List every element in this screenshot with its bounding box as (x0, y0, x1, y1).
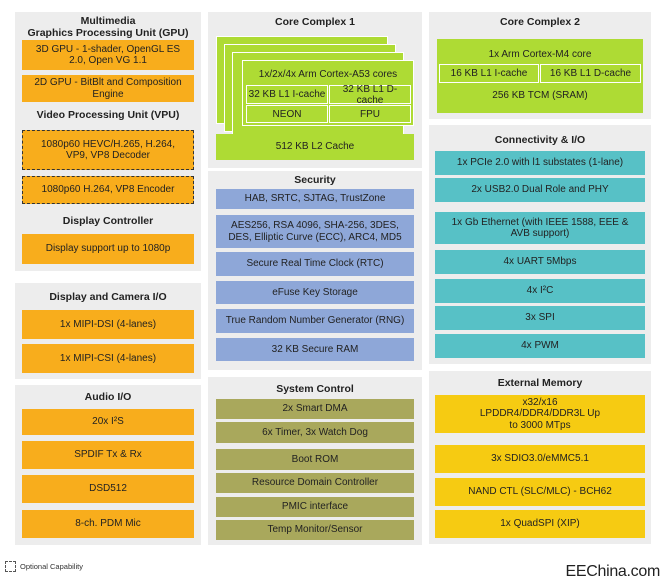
audio-panel: Audio I/O 20x I²S SPDIF Tx & Rx DSD512 8… (15, 385, 201, 545)
core-complex-2-panel: Core Complex 2 1x Arm Cortex-M4 core 16 … (429, 12, 651, 119)
secure-rtc-block: Secure Real Time Clock (RTC) (216, 252, 414, 276)
pcie-block: 1x PCIe 2.0 with l1 substates (1-lane) (435, 151, 645, 175)
gpu-2d-block: 2D GPU - BitBlt and Composition Engine (22, 75, 194, 102)
hab-block: HAB, SRTC, SJTAG, TrustZone (216, 189, 414, 209)
efuse-block: eFuse Key Storage (216, 281, 414, 304)
rng-block: True Random Number Generator (RNG) (216, 309, 414, 333)
secure-ram-block: 32 KB Secure RAM (216, 338, 414, 361)
uart-block: 4x UART 5Mbps (435, 250, 645, 274)
l1-icache-block: 32 KB L1 I-cache (246, 85, 328, 104)
l1-dcache-block: 32 KB L1 D-cache (329, 84, 411, 106)
spdif-block: SPDIF Tx & Rx (22, 441, 194, 469)
crypto-block: AES256, RSA 4096, SHA-256, 3DES, DES, El… (216, 215, 414, 248)
lpddr4-block: x32/x16 LPDDR4/DDR4/DDR3L Up to 3000 MTp… (435, 395, 645, 433)
neon-block: NEON (246, 105, 328, 123)
m4-icache-block: 16 KB L1 I-cache (439, 64, 539, 83)
pwm-block: 4x PWM (435, 334, 645, 358)
display-camera-panel: Display and Camera I/O 1x MIPI-DSI (4-la… (15, 283, 201, 379)
system-control-panel: System Control 2x Smart DMA 6x Timer, 3x… (208, 377, 422, 545)
vpu-title: Video Processing Unit (VPU) (36, 109, 180, 121)
system-control-title: System Control (276, 383, 354, 395)
vpu-encoder-block: 1080p60 H.264, VP8 Encoder (22, 176, 194, 204)
multimedia-panel: Multimedia Graphics Processing Unit (GPU… (15, 12, 201, 271)
sdio-block: 3x SDIO3.0/eMMC5.1 (435, 445, 645, 473)
multimedia-title: Multimedia Graphics Processing Unit (GPU… (27, 15, 189, 39)
security-title: Security (294, 174, 336, 186)
vpu-decoder-block: 1080p60 HEVC/H.265, H.264, VP9, VP8 Deco… (22, 130, 194, 170)
pmic-interface-block: PMIC interface (216, 497, 414, 517)
pdm-mic-block: 8-ch. PDM Mic (22, 510, 194, 538)
ethernet-block: 1x Gb Ethernet (with IEEE 1588, EEE & AV… (435, 212, 645, 244)
spi-block: 3x SPI (435, 306, 645, 330)
l2-cache-block: 512 KB L2 Cache (216, 134, 414, 160)
boot-rom-block: Boot ROM (216, 449, 414, 470)
mipi-dsi-block: 1x MIPI-DSI (4-lanes) (22, 310, 194, 339)
timer-watchdog-block: 6x Timer, 3x Watch Dog (216, 422, 414, 443)
usb-block: 2x USB2.0 Dual Role and PHY (435, 178, 645, 202)
watermark: EEChina.com (565, 563, 660, 580)
connectivity-panel: Connectivity & I/O 1x PCIe 2.0 with l1 s… (429, 125, 651, 364)
a53-cores-label: 1x/2x/4x Arm Cortex-A53 cores (245, 64, 411, 84)
mipi-csi-block: 1x MIPI-CSI (4-lanes) (22, 344, 194, 373)
temp-monitor-block: Temp Monitor/Sensor (216, 520, 414, 540)
gpu-3d-block: 3D GPU - 1-shader, OpenGL ES 2.0, Open V… (22, 40, 194, 70)
i2c-block: 4x I²C (435, 279, 645, 303)
external-memory-title: External Memory (497, 377, 583, 389)
core-complex-1-panel: Core Complex 1 1x/2x/4x Arm Cortex-A53 c… (208, 12, 422, 168)
core-complex-2-title: Core Complex 2 (500, 16, 580, 28)
audio-title: Audio I/O (84, 391, 132, 403)
optional-capability-label: Optional Capability (20, 562, 83, 571)
cortex-m4-label: 1x Arm Cortex-M4 core (439, 46, 641, 62)
tcm-label: 256 KB TCM (SRAM) (439, 85, 641, 105)
fpu-block: FPU (329, 105, 411, 123)
external-memory-panel: External Memory x32/x16 LPDDR4/DDR4/DDR3… (429, 371, 651, 544)
optional-capability-swatch (5, 561, 16, 572)
i2s-block: 20x I²S (22, 409, 194, 435)
display-camera-title: Display and Camera I/O (49, 291, 167, 303)
dsd512-block: DSD512 (22, 475, 194, 503)
resource-domain-block: Resource Domain Controller (216, 473, 414, 493)
nand-block: NAND CTL (SLC/MLC) - BCH62 (435, 478, 645, 506)
connectivity-title: Connectivity & I/O (494, 134, 586, 146)
quadspi-block: 1x QuadSPI (XIP) (435, 510, 645, 538)
core-complex-1-title: Core Complex 1 (275, 16, 355, 28)
smart-dma-block: 2x Smart DMA (216, 399, 414, 419)
display-controller-title: Display Controller (62, 215, 154, 227)
display-controller-block: Display support up to 1080p (22, 234, 194, 264)
m4-dcache-block: 16 KB L1 D-cache (540, 64, 641, 83)
security-panel: Security HAB, SRTC, SJTAG, TrustZone AES… (208, 171, 422, 370)
